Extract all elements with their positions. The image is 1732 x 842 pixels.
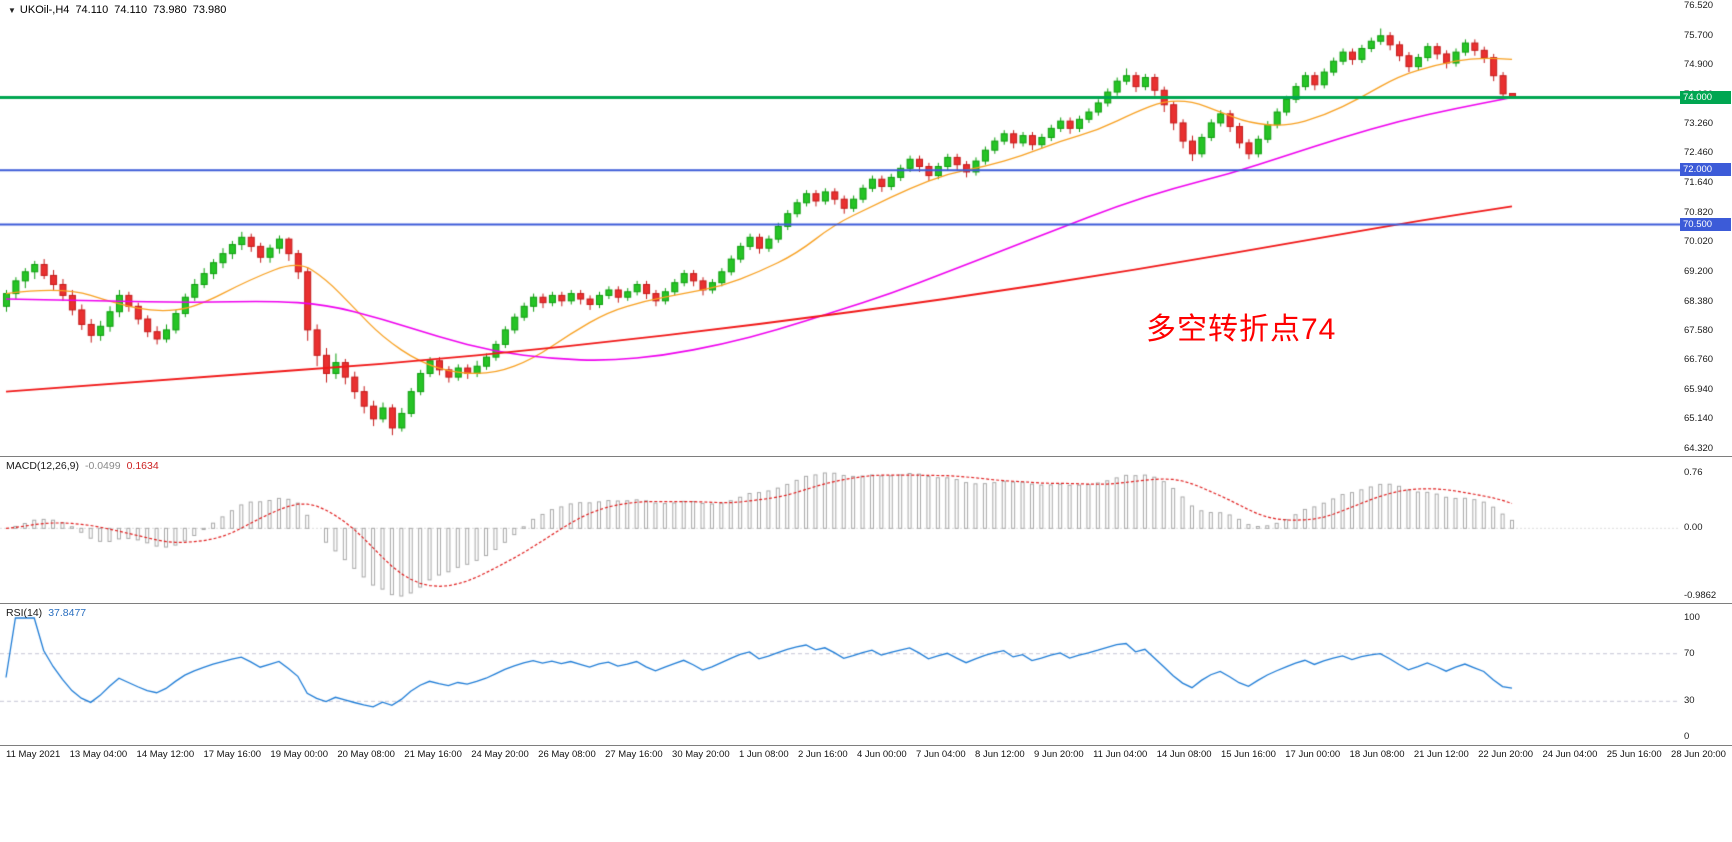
price-tick: 65.940 xyxy=(1684,384,1714,396)
price-tick: 67.580 xyxy=(1684,324,1714,336)
macd-value-main: -0.0499 xyxy=(84,460,121,472)
price-tick: 76.520 xyxy=(1684,0,1714,11)
price-tick: 66.760 xyxy=(1684,354,1714,366)
price-tick: 72.460 xyxy=(1684,147,1714,159)
rsi-axis[interactable]: 100 70 30 0 xyxy=(1680,604,1732,745)
time-label: 20 May 08:00 xyxy=(337,749,395,760)
time-axis[interactable]: 11 May 2021 13 May 04:00 14 May 12:00 17 Ma… xyxy=(0,746,1732,768)
macd-pane: MACD(12,26,9) -0.0499 0.1634 0.76 0.00 -0.98… xyxy=(0,457,1732,604)
rsi-canvas[interactable] xyxy=(0,604,1680,745)
price-tick: 75.700 xyxy=(1684,29,1714,41)
price-pane: ▼ UKOil-,H4 74.110 74.110 73.980 73.980 多空转折点… xyxy=(0,0,1732,457)
time-label: 13 May 04:00 xyxy=(69,749,128,760)
time-label: 25 Jun 16:00 xyxy=(1606,749,1662,760)
macd-tick: -0.9862 xyxy=(1684,590,1717,601)
time-label: 9 Jun 20:00 xyxy=(1034,749,1084,760)
macd-tick: 0.00 xyxy=(1684,522,1703,534)
time-label: 1 Jun 08:00 xyxy=(738,749,789,760)
time-label: 8 Jun 12:00 xyxy=(975,749,1025,760)
rsi-tick: 0 xyxy=(1684,731,1690,742)
price-tick: 65.140 xyxy=(1684,413,1714,425)
time-label: 24 May 20:00 xyxy=(471,749,529,760)
time-label: 17 May 16:00 xyxy=(203,749,262,760)
time-label: 11 Jun 04:00 xyxy=(1093,749,1148,760)
time-label: 26 May 08:00 xyxy=(538,749,596,760)
macd-axis[interactable]: 0.76 0.00 -0.9862 xyxy=(1680,457,1732,603)
chart-window: ▼ UKOil-,H4 74.110 74.110 73.980 73.980 多空转折点… xyxy=(0,0,1732,768)
macd-tick: 0.76 xyxy=(1684,467,1703,478)
candlestick-chart-canvas[interactable] xyxy=(0,0,1680,456)
price-tick: 70.820 xyxy=(1684,206,1714,218)
ohlc-high: 74.110 xyxy=(114,4,148,16)
time-label: 21 May 16:00 xyxy=(404,749,462,760)
time-label: 17 Jun 00:00 xyxy=(1285,749,1341,760)
rsi-name: RSI(14) xyxy=(6,607,43,619)
time-label: 2 Jun 16:00 xyxy=(797,749,848,760)
time-label: 4 Jun 00:00 xyxy=(857,749,907,760)
time-label: 19 May 00:00 xyxy=(270,749,328,760)
symbol-period-label: UKOil-,H4 xyxy=(19,4,70,16)
time-label: 14 May 12:00 xyxy=(136,749,195,760)
time-label: 15 Jun 16:00 xyxy=(1220,749,1276,760)
price-tick: 73.260 xyxy=(1684,118,1714,130)
time-label: 21 Jun 12:00 xyxy=(1413,749,1469,760)
time-label: 22 Jun 20:00 xyxy=(1478,749,1534,760)
time-label: 24 Jun 04:00 xyxy=(1542,749,1598,760)
ohlc-open: 74.110 xyxy=(75,4,109,16)
price-tick: 69.200 xyxy=(1684,265,1714,277)
rsi-value: 37.8477 xyxy=(48,607,87,619)
time-label: 11 May 2021 xyxy=(6,749,61,760)
time-label: 27 May 16:00 xyxy=(605,749,663,760)
ohlc-low: 73.980 xyxy=(153,4,187,16)
rsi-label: RSI(14) 37.8477 xyxy=(6,607,92,619)
time-label: 30 May 20:00 xyxy=(672,749,730,760)
macd-label: MACD(12,26,9) -0.0499 0.1634 xyxy=(6,460,165,472)
price-tick: 74.900 xyxy=(1684,58,1714,70)
annotation-text: 多空转折点74 xyxy=(1146,313,1337,346)
time-label: 7 Jun 04:00 xyxy=(916,749,966,760)
rsi-tick: 30 xyxy=(1684,695,1695,707)
rsi-tick: 100 xyxy=(1684,612,1700,623)
price-tick: 68.380 xyxy=(1684,295,1714,307)
price-line-badge[interactable]: 72.000 xyxy=(1680,163,1731,177)
price-tick: 70.020 xyxy=(1684,236,1714,248)
time-label: 18 Jun 08:00 xyxy=(1349,749,1405,760)
macd-canvas[interactable] xyxy=(0,457,1680,603)
rsi-pane: RSI(14) 37.8477 100 70 30 0 xyxy=(0,604,1732,746)
macd-name: MACD(12,26,9) xyxy=(6,460,79,472)
rsi-tick: 70 xyxy=(1684,647,1695,659)
price-tick: 64.320 xyxy=(1684,443,1714,454)
price-line-badge[interactable]: 74.000 xyxy=(1680,90,1731,104)
macd-value-signal: 0.1634 xyxy=(126,460,159,472)
time-label: 28 Jun 20:00 xyxy=(1671,749,1726,760)
time-label: 14 Jun 08:00 xyxy=(1156,749,1212,760)
ohlc-close: 73.980 xyxy=(192,4,227,16)
price-line-badge[interactable]: 70.500 xyxy=(1680,217,1731,231)
ohlc-display: ▼ UKOil-,H4 74.110 74.110 73.980 73.980 xyxy=(8,4,232,16)
symbol-dropdown-icon[interactable]: ▼ xyxy=(8,6,16,15)
price-tick: 71.640 xyxy=(1684,177,1714,189)
price-axis[interactable]: 76.52075.70074.90074.08073.26072.46071.6… xyxy=(1680,0,1732,456)
